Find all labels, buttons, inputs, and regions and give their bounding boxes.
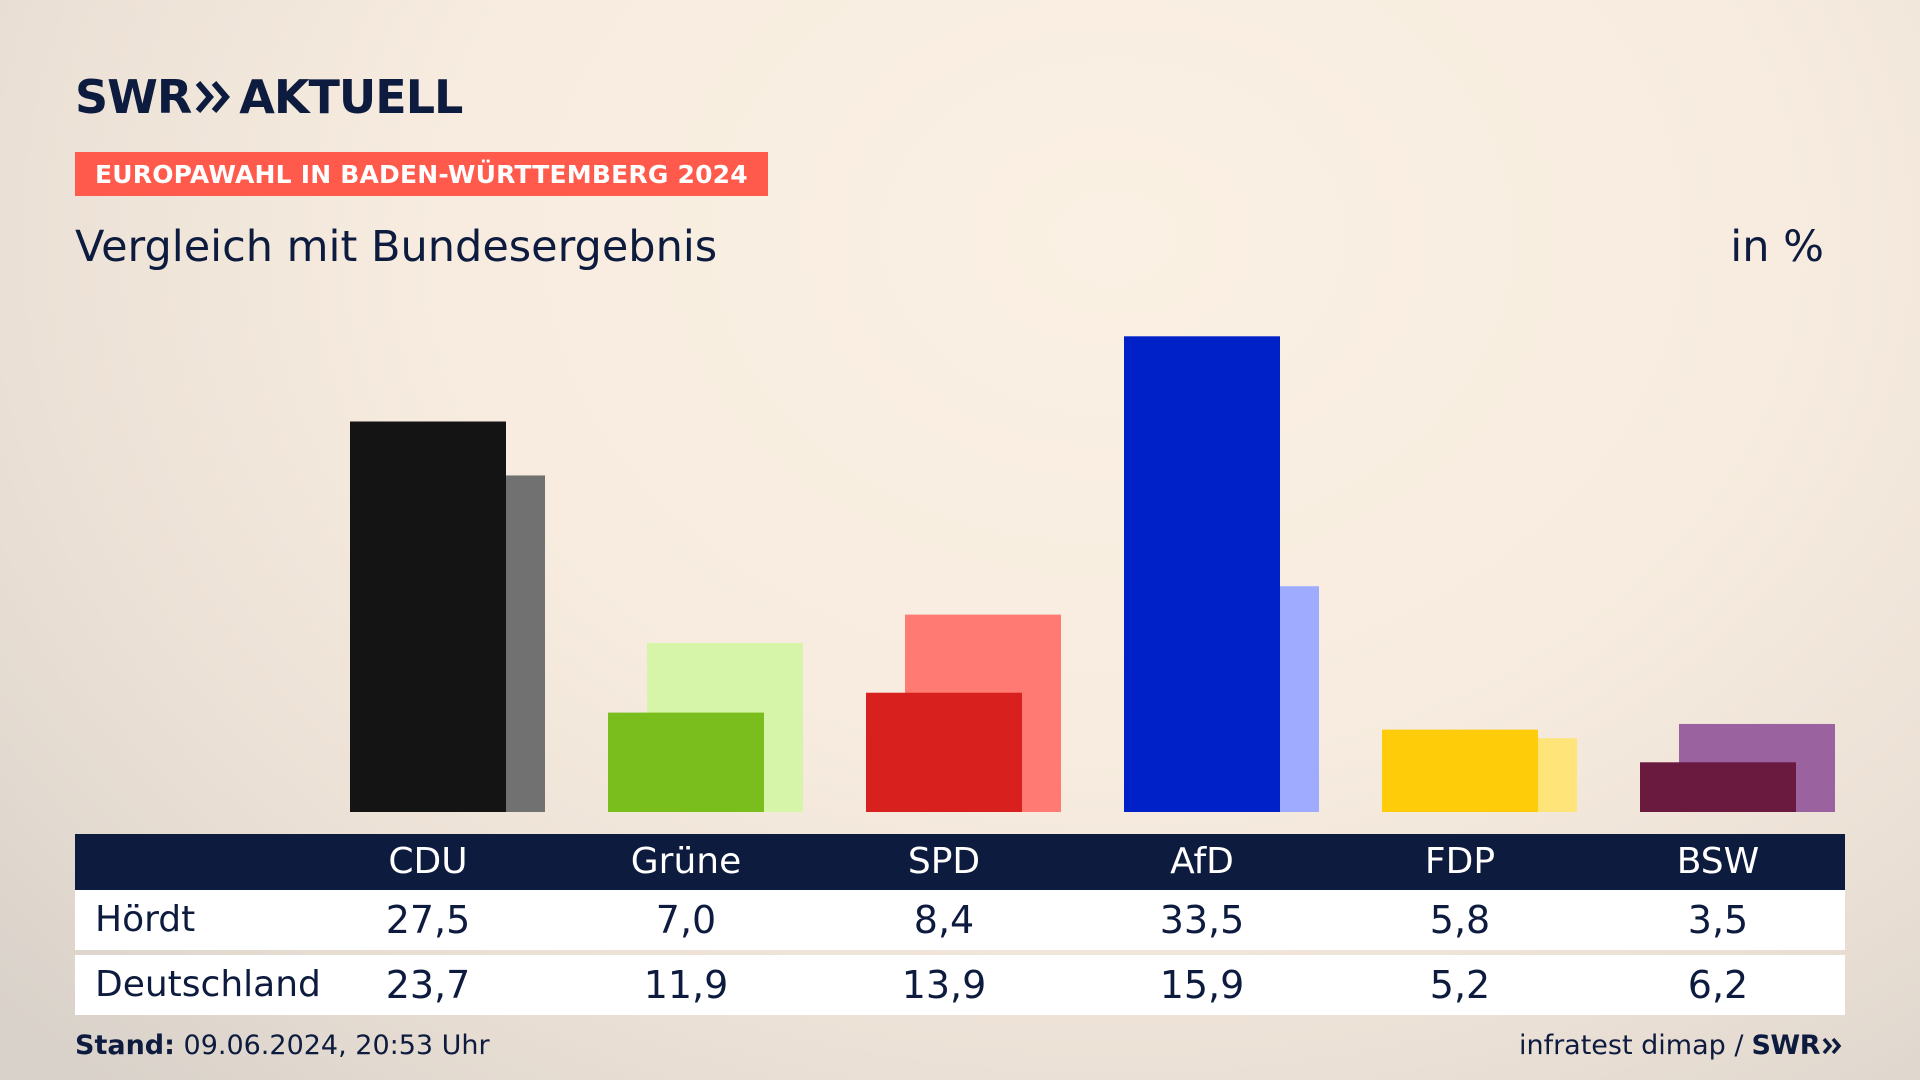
bar-hoerdt-grüne xyxy=(608,712,764,812)
stand-label: Stand: xyxy=(75,1030,175,1061)
column-header-bsw: BSW xyxy=(1676,841,1760,882)
source-credit: infratest dimap / SWR xyxy=(1519,1030,1844,1061)
value-cell-deutschland-bsw: 6,2 xyxy=(1687,963,1749,1007)
value-cell-hoerdt-cdu: 27,5 xyxy=(385,898,471,942)
results-table: CDU Grüne SPD AfD FDP BSW Hördt 27,5 7,0 8,4 33,… xyxy=(75,834,1845,1015)
value-cell-hoerdt-grüne: 7,0 xyxy=(655,898,717,942)
timestamp: Stand: 09.06.2024, 20:53 Uhr xyxy=(75,1030,490,1061)
bar-hoerdt-cdu xyxy=(350,421,506,812)
value-cell-hoerdt-spd: 8,4 xyxy=(913,898,975,942)
footer-swr-text: SWR xyxy=(1751,1030,1820,1061)
logo-swr-text: SWR xyxy=(75,70,192,124)
column-header-afd: AfD xyxy=(1170,841,1234,882)
value-cell-hoerdt-afd: 33,5 xyxy=(1159,898,1245,942)
table-header-row: CDU Grüne SPD AfD FDP BSW xyxy=(75,834,1845,890)
table-row-deutschland: Deutschland 23,7 11,9 13,9 15,9 5,2 6,2 xyxy=(75,955,1845,1015)
double-chevron-icon xyxy=(1822,1037,1842,1054)
bar-hoerdt-bsw xyxy=(1640,762,1796,812)
column-header-cdu: CDU xyxy=(388,841,468,882)
election-tag: EUROPAWAHL IN BADEN-WÜRTTEMBERG 2024 xyxy=(75,152,768,196)
value-cell-hoerdt-fdp: 5,8 xyxy=(1429,898,1491,942)
stand-value: 09.06.2024, 20:53 Uhr xyxy=(183,1030,490,1061)
swr-aktuell-logo: SWR AKTUELL xyxy=(75,70,463,124)
table-row-hoerdt: Hördt 27,5 7,0 8,4 33,5 5,8 3,5 xyxy=(75,890,1845,950)
logo-aktuell-text: AKTUELL xyxy=(239,70,463,124)
column-header-grüne: Grüne xyxy=(630,841,742,882)
row-label-deutschland: Deutschland xyxy=(95,964,321,1005)
value-cell-deutschland-fdp: 5,2 xyxy=(1429,963,1491,1007)
source-text: infratest dimap / xyxy=(1518,1030,1744,1061)
value-cell-hoerdt-bsw: 3,5 xyxy=(1687,898,1749,942)
double-chevron-icon xyxy=(196,81,231,113)
bar-hoerdt-fdp xyxy=(1382,729,1538,812)
bar-chart xyxy=(350,336,1835,812)
bar-hoerdt-spd xyxy=(866,692,1022,812)
column-header-spd: SPD xyxy=(907,841,981,882)
value-cell-deutschland-spd: 13,9 xyxy=(901,963,987,1007)
value-cell-deutschland-grüne: 11,9 xyxy=(643,963,729,1007)
value-cell-deutschland-cdu: 23,7 xyxy=(385,963,471,1007)
bar-hoerdt-afd xyxy=(1124,336,1280,812)
unit-label: in % xyxy=(1730,222,1824,272)
value-cell-deutschland-afd: 15,9 xyxy=(1159,963,1245,1007)
chart-subtitle: Vergleich mit Bundesergebnis xyxy=(75,222,718,272)
row-label-hoerdt: Hördt xyxy=(95,899,196,940)
column-header-fdp: FDP xyxy=(1424,841,1496,882)
